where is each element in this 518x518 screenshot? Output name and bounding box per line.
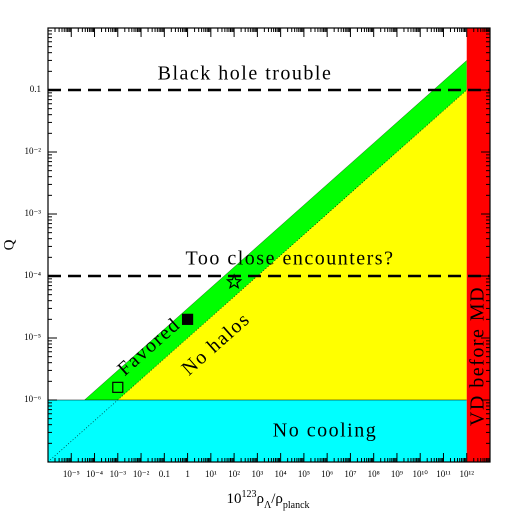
x-tick-label: 1	[185, 469, 190, 479]
x-axis-label-part: 123	[241, 489, 256, 500]
frame	[47, 27, 491, 463]
annotation: Black hole trouble	[158, 63, 333, 85]
y-tick-label: 10⁻⁶	[24, 394, 41, 404]
x-tick-label: 10¹¹	[436, 469, 451, 479]
y-tick-label: 0.1	[30, 84, 41, 94]
vd-region	[466, 28, 490, 462]
y-tick-label: 10⁻³	[25, 208, 42, 218]
x-axis-label-part: 10	[226, 491, 241, 507]
x-tick-label: 10³	[252, 469, 264, 479]
x-axis-label-part: planck	[283, 500, 310, 511]
star-marker	[225, 273, 243, 290]
no-cooling-region	[48, 400, 467, 462]
x-tick-label: 10⁻⁴	[86, 469, 103, 479]
x-tick-label: 10²	[228, 469, 240, 479]
annotation: Too close encounters?	[186, 248, 395, 270]
x-tick-label: 10⁻⁵	[63, 469, 80, 479]
y-tick-label: 10⁻²	[25, 146, 42, 156]
y-tick-label: 10⁻⁴	[24, 270, 41, 280]
x-tick-label: 10¹	[205, 469, 217, 479]
annotation: VD before MD	[467, 286, 489, 426]
x-tick-label: 10⁻³	[110, 469, 127, 479]
y-tick-label: 10⁻⁵	[24, 332, 41, 342]
plot-area	[47, 28, 490, 463]
x-tick-label: 10¹²	[460, 469, 475, 479]
y-axis-label: Q	[1, 239, 17, 250]
x-axis-label-part: /ρ	[271, 491, 283, 507]
x-tick-label: 10¹⁰	[413, 469, 429, 479]
x-axis-label-part: ρ	[256, 491, 264, 507]
annotation: No cooling	[273, 420, 377, 442]
x-tick-label: 0.1	[159, 469, 170, 479]
x-tick-label: 10⁵	[298, 469, 310, 479]
x-tick-label: 10⁴	[275, 469, 287, 479]
x-tick-label: 10⁸	[368, 469, 380, 479]
x-axis-label-part: Λ	[264, 500, 272, 511]
x-tick-label: 10⁹	[391, 469, 403, 479]
x-axis-label: 10123ρΛ/ρplanck	[226, 489, 309, 511]
x-tick-label: 10⁷	[344, 469, 356, 479]
x-tick-label: 10⁻²	[133, 469, 150, 479]
favored-edge	[84, 60, 467, 401]
square-marker	[112, 381, 124, 393]
x-tick-label: 10⁶	[321, 469, 333, 479]
square-marker	[181, 313, 194, 325]
